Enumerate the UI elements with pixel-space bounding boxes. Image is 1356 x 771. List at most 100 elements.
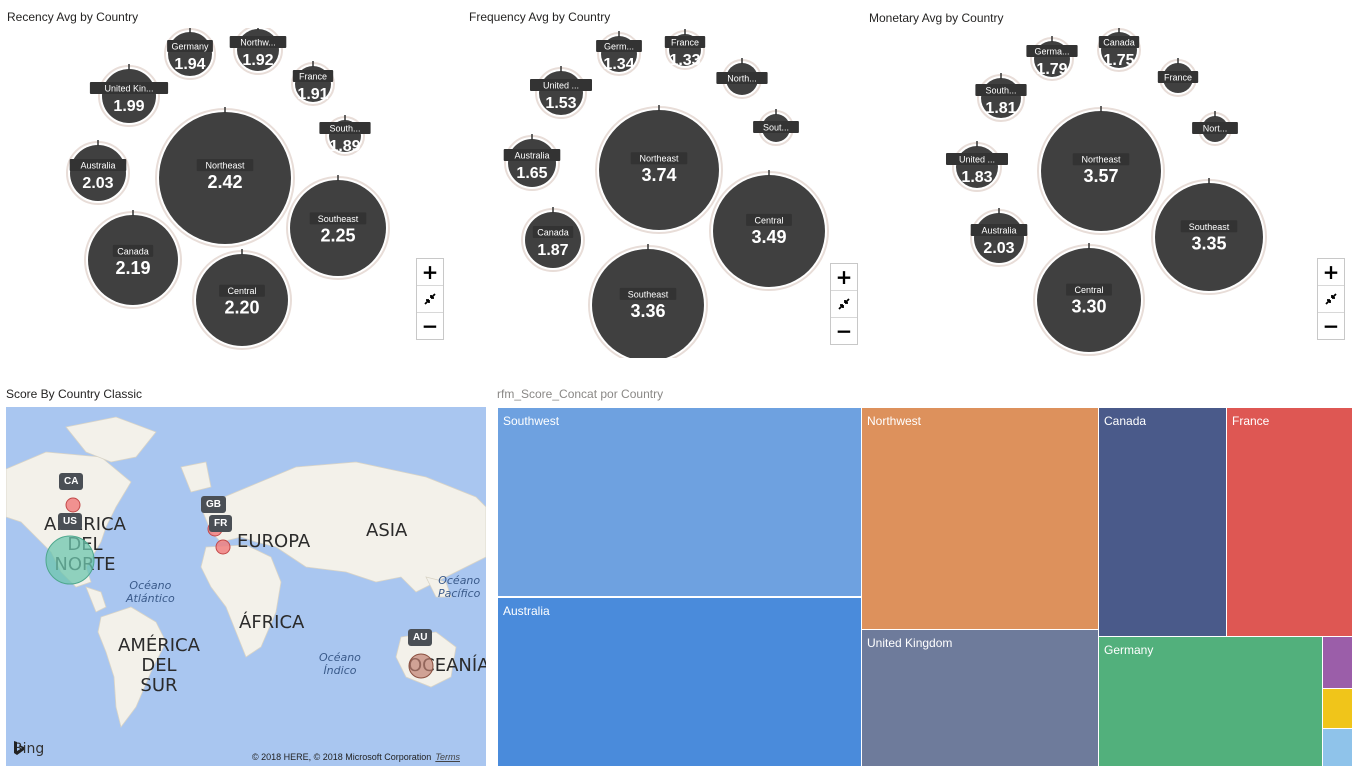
bubble-central[interactable]: Central 3.49 [709, 170, 829, 291]
bubble-label-bg [1157, 71, 1199, 83]
country-tag-fr[interactable]: FR [209, 515, 233, 532]
bubble-label-bg [1066, 283, 1112, 296]
tile-label: Germany [1104, 643, 1154, 657]
bubble-canada[interactable]: Canada 1.75 [1097, 28, 1141, 72]
bubble-australia[interactable]: Australia 2.03 [66, 140, 130, 205]
bubble-label: Germany [171, 42, 209, 52]
treemap-tile-small-purple[interactable] [1322, 636, 1353, 689]
zoom-in-button[interactable]: + [1318, 259, 1344, 286]
bubble-canada[interactable]: Canada 2.19 [84, 210, 182, 309]
bubble-france[interactable]: France 1.33 [664, 29, 706, 70]
treemap-tile-australia[interactable]: Australia [497, 597, 862, 767]
bubble-label-bg [596, 40, 642, 52]
monetary-chart-title: Monetary Avg by Country [869, 11, 1004, 25]
europe-label: EUROPA [237, 531, 311, 552]
atlantic-ocean-label: Océano Atlántico [126, 579, 175, 605]
treemap-tile-small-lightblue[interactable] [1322, 728, 1353, 767]
bubble-label-bg [970, 224, 1028, 236]
pacific-ocean-label: Océano Pacífico [438, 574, 481, 600]
bubble-value: 1.75 [1103, 52, 1134, 69]
bubble-south[interactable]: South... 1.89 [319, 115, 371, 156]
treemap-tile-germany[interactable]: Germany [1098, 636, 1323, 767]
bubble-value: 3.35 [1191, 233, 1226, 253]
bubble-circle [70, 145, 126, 201]
bubble-label: Northeast [205, 161, 245, 171]
tile-label: France [1232, 414, 1270, 428]
zoom-in-button[interactable]: + [831, 264, 857, 291]
bubble-label-bg [753, 121, 799, 133]
bubble-label: South... [985, 86, 1016, 96]
bubble-circle [599, 110, 719, 230]
treemap-tile-small-yellow[interactable] [1322, 688, 1353, 729]
zoom-out-button[interactable]: − [1322, 314, 1340, 338]
bubble-circle [1041, 111, 1161, 231]
bubble-value: 1.34 [603, 56, 634, 73]
bubble-value: 1.89 [329, 138, 360, 155]
treemap-tile-southwest[interactable]: Southwest [497, 407, 862, 597]
bubble-label: Nort... [1203, 124, 1228, 134]
bubble-southeast[interactable]: Southeast 3.36 [588, 244, 708, 358]
recency-bubble-chart[interactable]: Germany 1.94 Northw... 1.92 United Kin... 1.9… [0, 28, 460, 358]
bubble-canada[interactable]: Canada 1.87 [521, 207, 585, 272]
bubble-sout[interactable]: Sout... [753, 109, 799, 146]
frequency-bubble-chart[interactable]: Germ... 1.34 France 1.33 United ... 1.53 North… [462, 28, 862, 358]
zoom-out-button[interactable]: − [835, 319, 853, 343]
bubble-label-bg [716, 72, 768, 84]
bubble-northw[interactable]: Northw... 1.92 [229, 28, 287, 75]
bubble-germany[interactable]: Germany 1.94 [164, 28, 216, 80]
bubble-united[interactable]: United ... 1.83 [946, 141, 1008, 192]
country-tag-au[interactable]: AU [408, 629, 433, 646]
bubble-value: 1.53 [545, 95, 576, 112]
fit-view-button[interactable] [417, 286, 443, 313]
world-map[interactable]: AMÉRICA DEL NORTE AMÉRICA DEL SUR EUROPA… [6, 407, 486, 766]
tile-label: Australia [503, 604, 550, 618]
terms-link[interactable]: Terms [435, 752, 460, 762]
bubble-germa[interactable]: Germa... 1.79 [1026, 36, 1078, 81]
bubble-label-bg [1192, 122, 1238, 134]
treemap-tile-united-kingdom[interactable]: United Kingdom [861, 629, 1099, 767]
bubble-label-bg [167, 40, 213, 52]
bubble-united[interactable]: United ... 1.53 [530, 66, 592, 119]
bubble-nort[interactable]: Nort... [1192, 111, 1238, 146]
bubble-germ[interactable]: Germ... 1.34 [596, 31, 642, 76]
bubble-circle [1155, 183, 1263, 291]
bubble-australia[interactable]: Australia 2.03 [970, 208, 1028, 267]
north-america-label: AMÉRICA DEL NORTE [44, 514, 126, 575]
zoom-out-button[interactable]: − [421, 314, 439, 338]
bubble-south[interactable]: South... 1.81 [975, 73, 1027, 122]
monetary-bubbles-svg: Germa... 1.79 Canada 1.75 France South... 1.81… [946, 28, 1267, 356]
treemap-title: rfm_Score_Concat por Country [497, 387, 664, 401]
bubble-label-bg [975, 84, 1027, 96]
oceania-label: OCEANÍA [408, 655, 486, 676]
tile-label: United Kingdom [867, 636, 953, 650]
bubble-label-bg [532, 226, 574, 238]
bubble-australia[interactable]: Australia 1.65 [503, 134, 561, 191]
country-tag-gb[interactable]: GB [201, 496, 226, 513]
fit-view-button[interactable] [831, 291, 857, 318]
country-tag-us[interactable]: US [58, 513, 82, 530]
bubble-france[interactable]: France [1157, 58, 1199, 97]
bubble-united-kin[interactable]: United Kin... 1.99 [89, 64, 169, 127]
zoom-in-button[interactable]: + [417, 259, 443, 286]
bubble-central[interactable]: Central 2.20 [192, 249, 292, 350]
treemap-tile-france[interactable]: France [1226, 407, 1353, 637]
monetary-bubble-chart[interactable]: Germa... 1.79 Canada 1.75 France South... 1.81… [862, 28, 1356, 358]
recency-zoom-controls: + − [416, 258, 444, 340]
bubble-france[interactable]: France 1.91 [291, 61, 335, 106]
treemap-tile-northwest[interactable]: Northwest [861, 407, 1099, 630]
bubble-label: Germa... [1034, 47, 1069, 57]
monetary-zoom-controls: + − [1317, 258, 1345, 340]
country-tag-ca[interactable]: CA [59, 473, 84, 490]
bubble-north[interactable]: North... [716, 58, 768, 99]
bubble-label-bg [69, 159, 127, 171]
bubble-central[interactable]: Central 3.30 [1033, 243, 1145, 356]
fit-view-button[interactable] [1318, 286, 1344, 313]
treemap-tile-canada[interactable]: Canada [1098, 407, 1227, 637]
africa-label: ÁFRICA [239, 612, 305, 633]
bubble-circle [159, 112, 291, 244]
